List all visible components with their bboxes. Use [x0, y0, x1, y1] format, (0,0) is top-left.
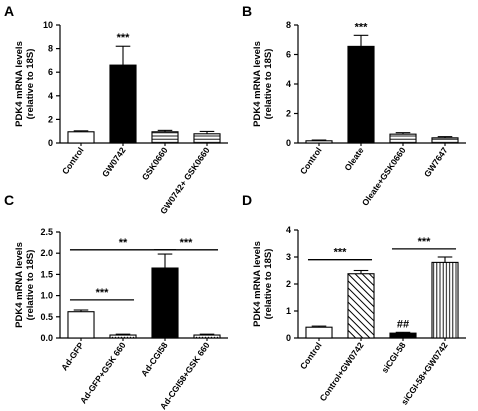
- y-tick-label: 2.0: [40, 248, 53, 258]
- bar: [305, 140, 333, 144]
- bar: [347, 273, 375, 339]
- significance-label: ***: [418, 236, 432, 248]
- bar: [389, 133, 417, 144]
- bar: [193, 133, 221, 144]
- bar: [193, 334, 221, 339]
- y-tick-label: 2.5: [40, 227, 53, 237]
- y-axis-label-line2: (relative to 18S): [263, 249, 274, 320]
- y-tick-label: 2: [286, 109, 291, 119]
- y-tick-label: 1.0: [40, 291, 53, 301]
- significance-label: ***: [355, 21, 369, 33]
- panel-b: B PDK4 mRNA levels(relative to 18S) 0 2 4 6 8 C…: [242, 3, 466, 208]
- y-tick-label: 0: [286, 333, 291, 343]
- y-tick-label: 2: [286, 279, 291, 289]
- y-tick-label: 8: [286, 20, 291, 30]
- bar: [347, 45, 375, 144]
- y-axis-label: PDK4 mRNA levels(relative to 18S): [14, 41, 36, 127]
- panel-a: A PDK4 mRNA levels(relative to 18S) 0 2 4 6 8 1…: [4, 3, 228, 216]
- significance-label: ***: [117, 32, 131, 44]
- y-axis-label-line2: (relative to 18S): [25, 49, 36, 120]
- y-tick-label: 8: [48, 44, 53, 54]
- category-label: Ad-GFP: [59, 340, 86, 372]
- bar: [151, 131, 179, 144]
- category-label: Oleate+GSK0660: [360, 145, 408, 207]
- significance-label: ***: [180, 237, 194, 249]
- panel-d: D PDK4 mRNA levels(relative to 18S) 0 1 2 3 4 C…: [242, 192, 466, 407]
- y-tick-label: 4: [286, 79, 291, 89]
- y-tick-label: 2: [48, 114, 53, 124]
- panel-letter: A: [4, 3, 14, 19]
- bar: [431, 137, 459, 144]
- significance-label: ##: [397, 318, 409, 330]
- y-axis-label-line1: PDK4 mRNA levels: [252, 41, 263, 127]
- y-axis-label-line1: PDK4 mRNA levels: [14, 41, 25, 127]
- y-axis-label-line1: PDK4 mRNA levels: [252, 241, 263, 327]
- bar: [67, 131, 95, 144]
- bar: [109, 334, 137, 339]
- bar: [389, 332, 417, 339]
- bar: [109, 64, 137, 144]
- y-axis-label: PDK4 mRNA levels(relative to 18S): [252, 241, 274, 327]
- y-tick-label: 4: [48, 91, 53, 101]
- y-axis-label-line2: (relative to 18S): [263, 49, 274, 120]
- category-label: siCGI-58: [379, 340, 407, 374]
- y-tick-label: 3: [286, 252, 291, 262]
- bar: [67, 311, 95, 339]
- y-tick-label: 0.0: [40, 333, 53, 343]
- y-tick-label: 0: [286, 138, 291, 148]
- panel-letter: B: [242, 3, 252, 19]
- category-label: Control: [298, 145, 324, 176]
- significance-label: ***: [334, 247, 348, 259]
- category-label: Oleate: [342, 145, 365, 172]
- y-tick-label: 10: [43, 20, 53, 30]
- y-axis-label-line2: (relative to 18S): [25, 250, 36, 321]
- panel-c: C PDK4 mRNA levels(relative to 18S) 0.0 0.5…: [4, 192, 228, 411]
- y-tick-label: 1: [286, 306, 291, 316]
- bar: [431, 261, 459, 339]
- y-axis-label: PDK4 mRNA levels(relative to 18S): [14, 242, 36, 328]
- category-label: GW0742: [100, 145, 128, 179]
- y-tick-label: 6: [286, 50, 291, 60]
- y-axis-label: PDK4 mRNA levels(relative to 18S): [252, 41, 274, 127]
- y-tick-label: 6: [48, 67, 53, 77]
- category-label: GSK0660: [140, 145, 170, 182]
- bar: [151, 267, 179, 339]
- panel-letter: D: [242, 192, 252, 208]
- significance-label: ***: [96, 287, 110, 299]
- category-label: GW7647: [422, 145, 450, 179]
- panel-letter: C: [4, 192, 14, 208]
- category-label: siCGI-58+GW0742: [399, 340, 450, 406]
- y-tick-label: 0.5: [40, 312, 53, 322]
- bar: [305, 326, 333, 339]
- y-tick-label: 0: [48, 138, 53, 148]
- category-label: Ad-GFP+GSK 660: [78, 340, 128, 405]
- category-label: Ad-CGI58: [139, 340, 170, 378]
- category-label: Control: [60, 145, 86, 176]
- category-label: Control+GW0742: [318, 340, 366, 403]
- y-tick-label: 4: [286, 225, 291, 235]
- y-tick-label: 1.5: [40, 269, 53, 279]
- category-label: Control: [298, 340, 324, 371]
- y-axis-label-line1: PDK4 mRNA levels: [14, 242, 25, 328]
- significance-label: **: [119, 237, 128, 249]
